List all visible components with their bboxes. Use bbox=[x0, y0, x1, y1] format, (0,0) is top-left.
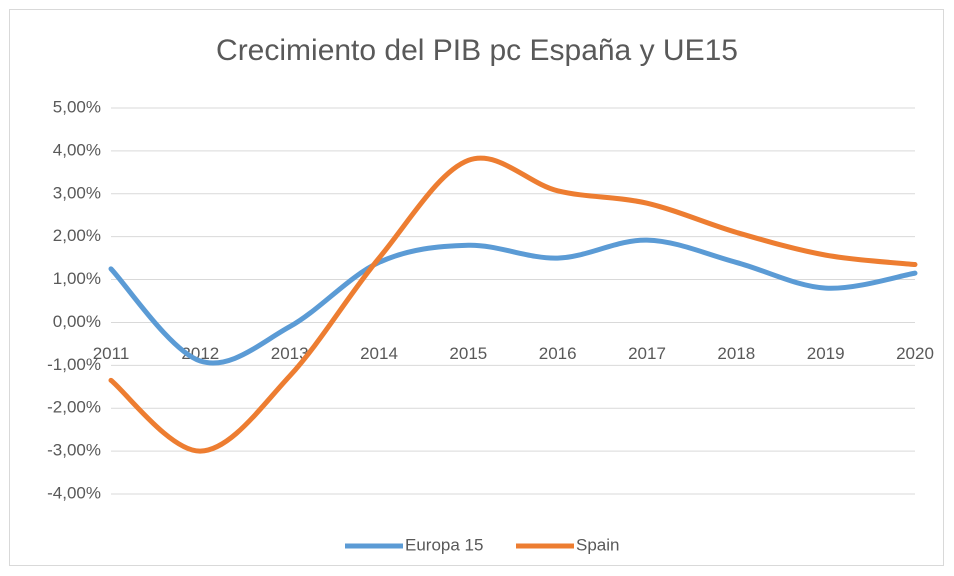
x-tick-label: 2020 bbox=[896, 344, 934, 363]
y-tick-label: 2,00% bbox=[53, 226, 101, 245]
y-tick-label: 4,00% bbox=[53, 140, 101, 159]
x-tick-label: 2019 bbox=[807, 344, 845, 363]
y-tick-label: 3,00% bbox=[53, 183, 101, 202]
series-line bbox=[108, 237, 918, 366]
series-line bbox=[108, 155, 918, 454]
x-tick-label: 2015 bbox=[449, 344, 487, 363]
x-tick-label: 2011 bbox=[93, 344, 130, 363]
chart-frame bbox=[9, 9, 944, 566]
y-tick-label: 5,00% bbox=[53, 97, 101, 116]
x-tick-label: 2014 bbox=[360, 344, 398, 363]
chart-title: Crecimiento del PIB pc España y UE15 bbox=[216, 34, 738, 67]
legend-label: Europa 15 bbox=[405, 535, 483, 554]
legend-label: Spain bbox=[576, 535, 619, 554]
x-tick-label: 2013 bbox=[271, 344, 309, 363]
x-tick-label: 2016 bbox=[539, 344, 577, 363]
y-tick-label: -3,00% bbox=[47, 441, 101, 460]
x-tick-label: 2018 bbox=[717, 344, 755, 363]
y-tick-label: -4,00% bbox=[47, 483, 101, 502]
y-tick-label: 0,00% bbox=[53, 312, 101, 331]
y-tick-label: 1,00% bbox=[53, 269, 101, 288]
y-tick-label: -1,00% bbox=[47, 355, 101, 374]
x-tick-label: 2017 bbox=[628, 344, 666, 363]
y-tick-label: -2,00% bbox=[47, 398, 101, 417]
